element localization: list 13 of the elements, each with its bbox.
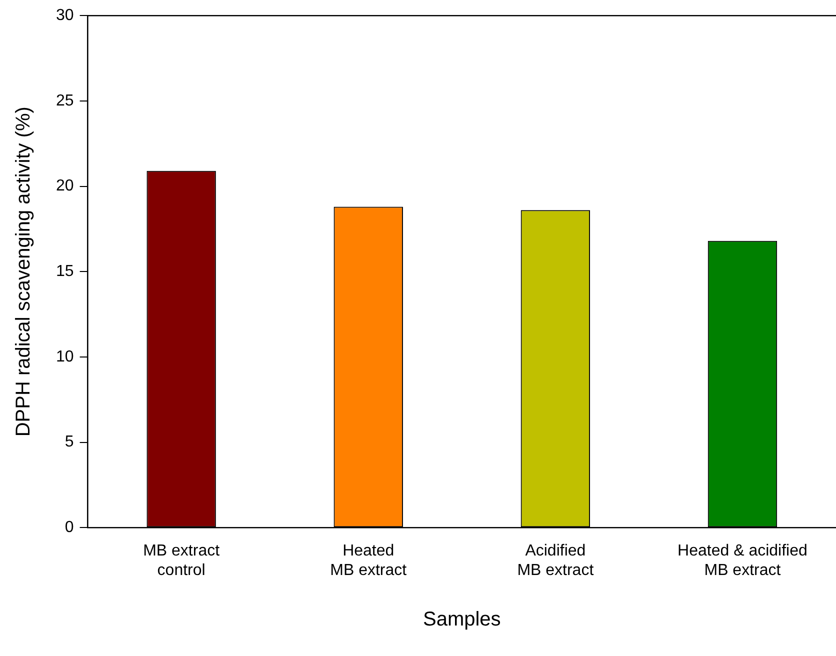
x-tick-label: Heated & acidified MB extract (678, 542, 808, 579)
y-tick-label: 0 (64, 519, 74, 536)
y-tick-label: 30 (56, 7, 74, 24)
y-tick-label: 20 (56, 178, 74, 195)
y-axis-title: DPPH radical scavenging activity (%) (12, 106, 35, 437)
x-tick-label: MB extract control (143, 542, 220, 579)
y-tick-label: 15 (56, 263, 74, 280)
y-tick-label: 25 (56, 92, 74, 110)
y-tick-label: 10 (56, 348, 74, 366)
x-tick-label: Acidified MB extract (517, 542, 594, 579)
y-tick-label: 5 (64, 434, 74, 451)
x-tick-label: Heated MB extract (330, 542, 408, 579)
x-axis-title: Samples (422, 608, 501, 631)
